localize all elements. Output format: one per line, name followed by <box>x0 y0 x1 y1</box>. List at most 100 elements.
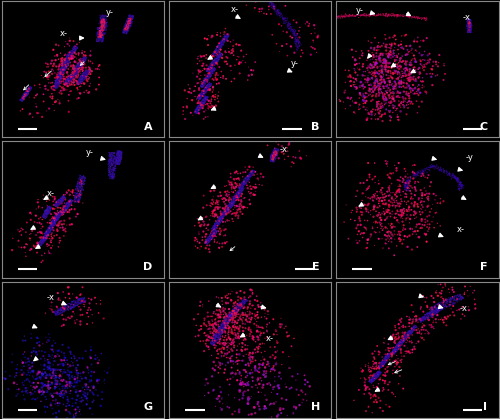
Point <box>406 328 414 335</box>
Point <box>227 297 235 303</box>
Point <box>351 12 359 18</box>
Point <box>392 347 400 354</box>
Point <box>24 90 32 96</box>
Point <box>204 41 212 48</box>
Point <box>228 202 235 209</box>
Point <box>199 92 207 99</box>
Point <box>74 299 82 306</box>
Point <box>236 183 244 189</box>
Point <box>42 206 50 213</box>
Point <box>218 40 226 47</box>
Point <box>122 23 130 30</box>
Point <box>212 220 220 227</box>
Point <box>405 331 413 338</box>
Point <box>80 54 88 61</box>
Point <box>94 34 102 41</box>
Point <box>269 155 277 162</box>
Point <box>107 155 115 162</box>
Point <box>42 230 50 237</box>
Point <box>396 101 404 108</box>
Point <box>102 23 110 30</box>
Point <box>193 109 201 116</box>
Point <box>101 24 109 31</box>
Point <box>222 31 230 38</box>
Point <box>238 181 246 188</box>
Point <box>52 203 60 210</box>
Point <box>238 185 246 191</box>
Point <box>77 58 85 65</box>
Point <box>418 78 426 84</box>
Point <box>301 377 309 383</box>
Point <box>285 365 293 371</box>
Point <box>228 200 236 207</box>
Point <box>418 317 426 324</box>
Point <box>36 219 44 226</box>
Point <box>276 382 283 388</box>
Point <box>58 210 66 217</box>
Point <box>204 234 212 241</box>
Point <box>333 14 341 21</box>
Point <box>59 207 67 213</box>
Point <box>83 68 91 75</box>
Point <box>76 176 84 183</box>
Point <box>58 69 66 75</box>
Point <box>424 315 432 322</box>
Point <box>394 177 402 184</box>
Point <box>81 54 89 61</box>
Point <box>68 304 76 311</box>
Point <box>196 96 203 103</box>
Point <box>268 157 276 163</box>
Point <box>210 60 218 67</box>
Point <box>204 65 212 72</box>
Point <box>457 182 465 189</box>
Point <box>378 361 386 368</box>
Point <box>60 66 68 72</box>
Point <box>228 311 236 318</box>
Point <box>456 296 464 303</box>
Point <box>391 345 399 352</box>
Point <box>200 60 207 67</box>
Point <box>202 78 210 85</box>
Point <box>420 37 428 44</box>
Point <box>99 16 107 23</box>
Point <box>221 341 229 347</box>
Point <box>50 219 58 226</box>
Point <box>226 316 234 323</box>
Point <box>196 91 204 98</box>
Point <box>227 200 235 207</box>
Point <box>212 336 220 342</box>
Point <box>68 71 76 78</box>
Point <box>113 158 121 164</box>
Point <box>246 173 254 179</box>
Point <box>466 22 473 29</box>
Point <box>372 393 380 400</box>
Point <box>227 202 235 208</box>
Point <box>210 310 218 317</box>
Point <box>382 200 390 207</box>
Point <box>228 411 236 418</box>
Point <box>204 82 212 89</box>
Point <box>56 69 64 76</box>
Point <box>210 227 218 233</box>
Point <box>18 93 26 100</box>
Point <box>221 204 229 211</box>
Point <box>56 75 64 82</box>
Point <box>236 369 244 375</box>
Point <box>426 310 434 317</box>
Point <box>216 326 224 332</box>
Point <box>116 152 124 159</box>
Point <box>74 192 82 199</box>
Point <box>206 83 214 90</box>
Point <box>80 178 88 184</box>
Point <box>241 179 249 186</box>
Point <box>196 93 204 99</box>
Point <box>97 34 105 41</box>
Point <box>356 83 364 89</box>
Point <box>72 294 80 301</box>
Point <box>392 344 400 351</box>
Point <box>468 22 475 28</box>
Point <box>270 150 278 157</box>
Point <box>76 194 84 200</box>
Point <box>208 61 216 68</box>
Point <box>234 323 241 330</box>
